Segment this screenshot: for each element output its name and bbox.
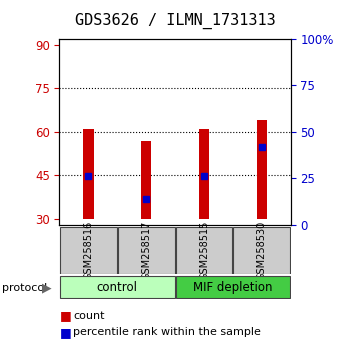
Text: GDS3626 / ILMN_1731313: GDS3626 / ILMN_1731313 [75, 12, 275, 29]
Text: GSM258517: GSM258517 [141, 221, 151, 280]
Text: GSM258515: GSM258515 [199, 221, 209, 280]
Text: control: control [97, 281, 138, 293]
FancyBboxPatch shape [60, 276, 174, 298]
Text: ■: ■ [59, 326, 71, 338]
Text: count: count [73, 311, 105, 321]
Text: protocol: protocol [2, 283, 47, 293]
FancyBboxPatch shape [234, 227, 290, 274]
FancyBboxPatch shape [118, 227, 174, 274]
Text: GSM258516: GSM258516 [83, 221, 94, 280]
FancyBboxPatch shape [176, 276, 290, 298]
Text: GSM258530: GSM258530 [257, 221, 267, 280]
FancyBboxPatch shape [60, 227, 117, 274]
Bar [141, 141, 151, 219]
Bar [83, 129, 94, 219]
Text: percentile rank within the sample: percentile rank within the sample [73, 327, 261, 337]
FancyBboxPatch shape [176, 227, 232, 274]
Bar [199, 129, 209, 219]
Text: MIF depletion: MIF depletion [193, 281, 273, 293]
Bar [257, 120, 267, 219]
Text: ■: ■ [59, 309, 71, 322]
Text: ▶: ▶ [42, 281, 52, 294]
